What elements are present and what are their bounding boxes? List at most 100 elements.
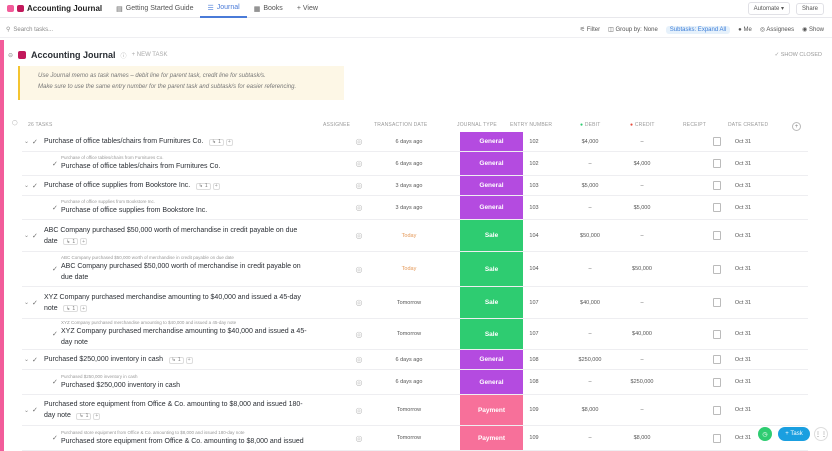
expand-chevron-icon[interactable]: ⌄ xyxy=(24,407,30,414)
col-credit[interactable]: ● CREDIT xyxy=(630,122,655,128)
collapse-icon[interactable]: ⊖ xyxy=(8,52,14,59)
debit-cell[interactable]: – xyxy=(570,152,610,175)
task-name[interactable]: Purchased $250,000 inventory in cash xyxy=(44,356,164,363)
date-cell[interactable]: Today xyxy=(377,220,441,251)
journal-type-pill[interactable]: General xyxy=(460,152,523,175)
task-status-icon[interactable]: ✓ xyxy=(32,356,38,364)
task-status-icon[interactable]: ✓ xyxy=(52,379,58,386)
subtask-row[interactable]: ✓ Purchase of office supplies from Books… xyxy=(22,196,808,220)
credit-cell[interactable]: $4,000 xyxy=(622,152,662,175)
subtasks-button[interactable]: Subtasks: Expand All xyxy=(665,25,731,34)
journal-type-pill[interactable]: Sale xyxy=(460,220,523,251)
col-assignee[interactable]: ASSIGNEE xyxy=(323,122,351,128)
tab-books[interactable]: ▦ Books xyxy=(247,0,290,18)
me-button[interactable]: ● Me xyxy=(738,26,752,33)
info-icon[interactable]: ⓘ xyxy=(120,53,127,60)
subtask-row[interactable]: ✓ ABC Company purchased $50,000 worth of… xyxy=(22,252,808,287)
receipt-cell[interactable] xyxy=(712,220,722,251)
task-name[interactable]: XYZ Company purchased merchandise amount… xyxy=(61,328,307,346)
date-cell[interactable]: Tomorrow xyxy=(377,395,441,425)
task-row[interactable]: ⌄ ✓ Purchased $250,000 inventory in cash … xyxy=(22,350,808,370)
entry-cell[interactable]: 104 xyxy=(522,252,546,286)
credit-cell[interactable]: $40,000 xyxy=(622,319,662,349)
add-subtask-icon[interactable]: + xyxy=(225,138,233,146)
credit-cell[interactable]: – xyxy=(622,350,662,369)
expand-chevron-icon[interactable]: ⌄ xyxy=(24,183,30,189)
journal-type-pill[interactable]: General xyxy=(460,370,523,394)
receipt-cell[interactable] xyxy=(712,426,722,450)
task-name[interactable]: Purchase of office supplies from Booksto… xyxy=(61,207,208,214)
journal-type-pill[interactable]: General xyxy=(460,176,523,195)
assignee-cell[interactable]: ◎ xyxy=(352,196,366,219)
debit-cell[interactable]: $50,000 xyxy=(570,220,610,251)
debit-cell[interactable]: – xyxy=(570,252,610,286)
date-cell[interactable]: Tomorrow xyxy=(377,426,441,450)
task-name[interactable]: Purchase of office tables/chairs from Fu… xyxy=(44,138,204,145)
assignee-cell[interactable]: ◎ xyxy=(352,152,366,175)
debit-cell[interactable]: – xyxy=(570,370,610,394)
credit-cell[interactable]: $5,000 xyxy=(622,196,662,219)
add-subtask-icon[interactable]: + xyxy=(212,182,220,190)
entry-cell[interactable]: 108 xyxy=(522,350,546,369)
receipt-cell[interactable] xyxy=(712,370,722,394)
date-cell[interactable]: Today xyxy=(377,252,441,286)
add-subtask-icon[interactable]: + xyxy=(80,238,88,245)
assignee-cell[interactable]: ◎ xyxy=(352,395,366,425)
credit-cell[interactable]: $8,000 xyxy=(622,426,662,450)
search-box[interactable]: ⚲ Search tasks... xyxy=(0,26,200,34)
col-created[interactable]: DATE CREATED xyxy=(728,122,769,128)
tab-getting-started[interactable]: ▤ Getting Started Guide xyxy=(109,0,200,18)
receipt-cell[interactable] xyxy=(712,287,722,318)
entry-cell[interactable]: 102 xyxy=(522,132,546,151)
col-date[interactable]: TRANSACTION DATE xyxy=(374,122,428,128)
receipt-cell[interactable] xyxy=(712,196,722,219)
debit-cell[interactable]: $4,000 xyxy=(570,132,610,151)
expand-chevron-icon[interactable]: ⌄ xyxy=(24,357,30,363)
task-row[interactable]: ⌄ ✓ Purchase of office tables/chairs from… xyxy=(22,132,808,152)
show-button[interactable]: ◉ Show xyxy=(802,27,824,33)
task-status-icon[interactable]: ✓ xyxy=(32,138,38,146)
task-status-icon[interactable]: ✓ xyxy=(32,407,38,414)
task-name[interactable]: Purchased store equipment from Office & … xyxy=(44,401,303,419)
entry-cell[interactable]: 108 xyxy=(522,370,546,394)
task-row[interactable]: ⌄ ✓ XYZ Company purchased merchandise amo… xyxy=(22,287,808,319)
journal-type-pill[interactable]: General xyxy=(460,132,523,151)
col-debit[interactable]: ● DEBIT xyxy=(580,122,601,128)
assignee-cell[interactable]: ◎ xyxy=(352,176,366,195)
task-row[interactable]: ⌄ ✓ ABC Company purchased $50,000 worth o… xyxy=(22,220,808,252)
assignee-cell[interactable]: ◎ xyxy=(352,220,366,251)
expand-chevron-icon[interactable]: ⌄ xyxy=(24,300,30,306)
assignee-cell[interactable]: ◎ xyxy=(352,426,366,450)
entry-cell[interactable]: 103 xyxy=(522,176,546,195)
task-name[interactable]: ABC Company purchased $50,000 worth of m… xyxy=(61,263,301,281)
tab-journal[interactable]: ☰ Journal xyxy=(200,0,247,18)
add-subtask-icon[interactable]: + xyxy=(93,412,101,420)
entry-cell[interactable]: 109 xyxy=(522,426,546,450)
task-row[interactable]: ⌄ ✓ Purchase of office supplies from Book… xyxy=(22,176,808,196)
date-cell[interactable]: Tomorrow xyxy=(377,287,441,318)
subtask-row[interactable]: ✓ XYZ Company purchased merchandise amou… xyxy=(22,319,808,350)
task-status-icon[interactable]: ✓ xyxy=(52,435,58,442)
entry-cell[interactable]: 103 xyxy=(522,196,546,219)
subtask-count-badge[interactable]: ↳ 1 xyxy=(195,182,211,190)
task-status-icon[interactable]: ✓ xyxy=(52,160,58,168)
entry-cell[interactable]: 109 xyxy=(522,395,546,425)
credit-cell[interactable]: – xyxy=(622,176,662,195)
task-name[interactable]: Purchase of office supplies from Booksto… xyxy=(44,182,191,189)
task-name[interactable]: Purchased $250,000 inventory in cash xyxy=(61,381,181,389)
task-row[interactable]: ⌄ ✓ Purchased store equipment from Office… xyxy=(22,395,808,426)
col-type[interactable]: JOURNAL TYPE xyxy=(457,122,497,128)
debit-cell[interactable]: $8,000 xyxy=(570,395,610,425)
task-name[interactable]: ABC Company purchased $50,000 worth of m… xyxy=(44,226,298,245)
new-task-button[interactable]: + NEW TASK xyxy=(131,52,168,58)
credit-cell[interactable]: – xyxy=(622,132,662,151)
add-task-button[interactable]: + Task xyxy=(778,427,810,441)
task-status-icon[interactable]: ✓ xyxy=(32,299,38,307)
entry-cell[interactable]: 107 xyxy=(522,287,546,318)
date-cell[interactable]: 3 days ago xyxy=(377,176,441,195)
credit-cell[interactable]: – xyxy=(622,287,662,318)
add-column-icon[interactable]: + xyxy=(792,122,801,131)
subtask-row[interactable]: ✓ Purchased $250,000 inventory in cash P… xyxy=(22,370,808,395)
credit-cell[interactable]: – xyxy=(622,220,662,251)
entry-cell[interactable]: 107 xyxy=(522,319,546,349)
